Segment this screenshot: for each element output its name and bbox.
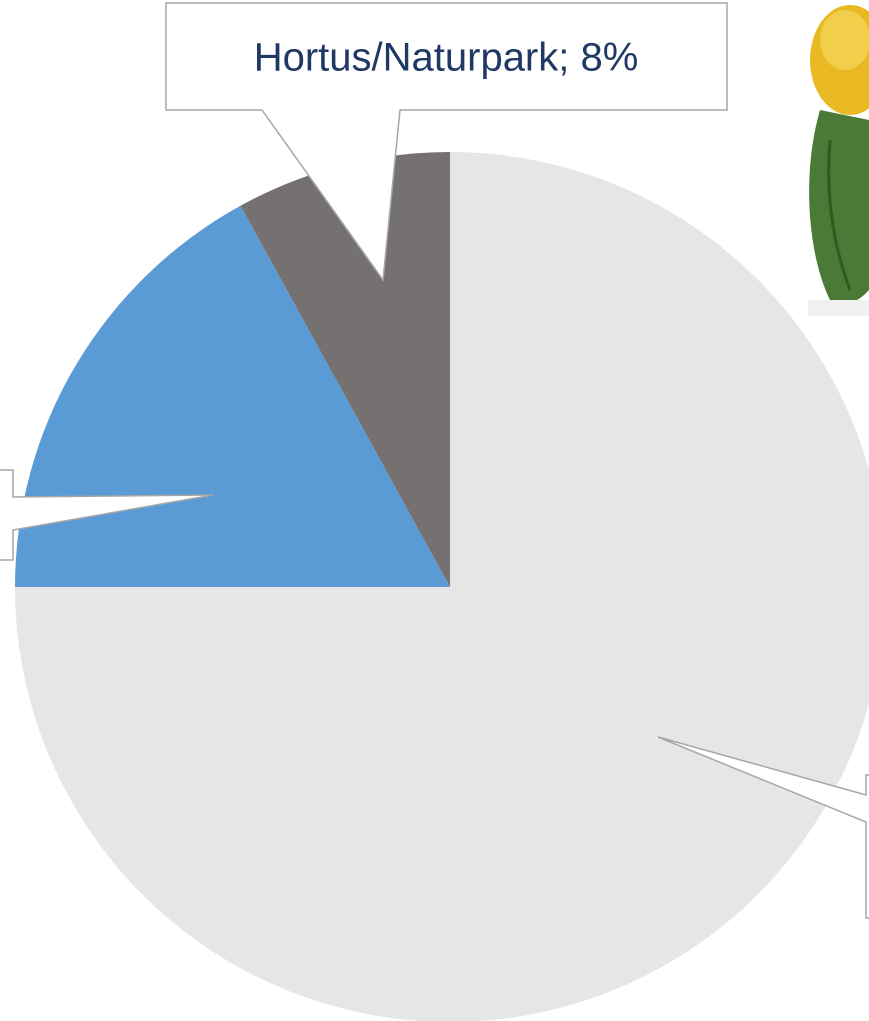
callout-box	[165, 2, 728, 283]
callout-box	[0, 469, 214, 561]
pie-slice	[15, 152, 869, 1021]
data-label: Hortus/Naturpark; 8%	[254, 36, 639, 80]
pie-slice	[15, 205, 450, 588]
pie	[15, 152, 869, 1021]
sunflower-illustration	[808, 5, 869, 316]
pie-slice	[240, 152, 450, 587]
callout-box	[657, 736, 869, 919]
